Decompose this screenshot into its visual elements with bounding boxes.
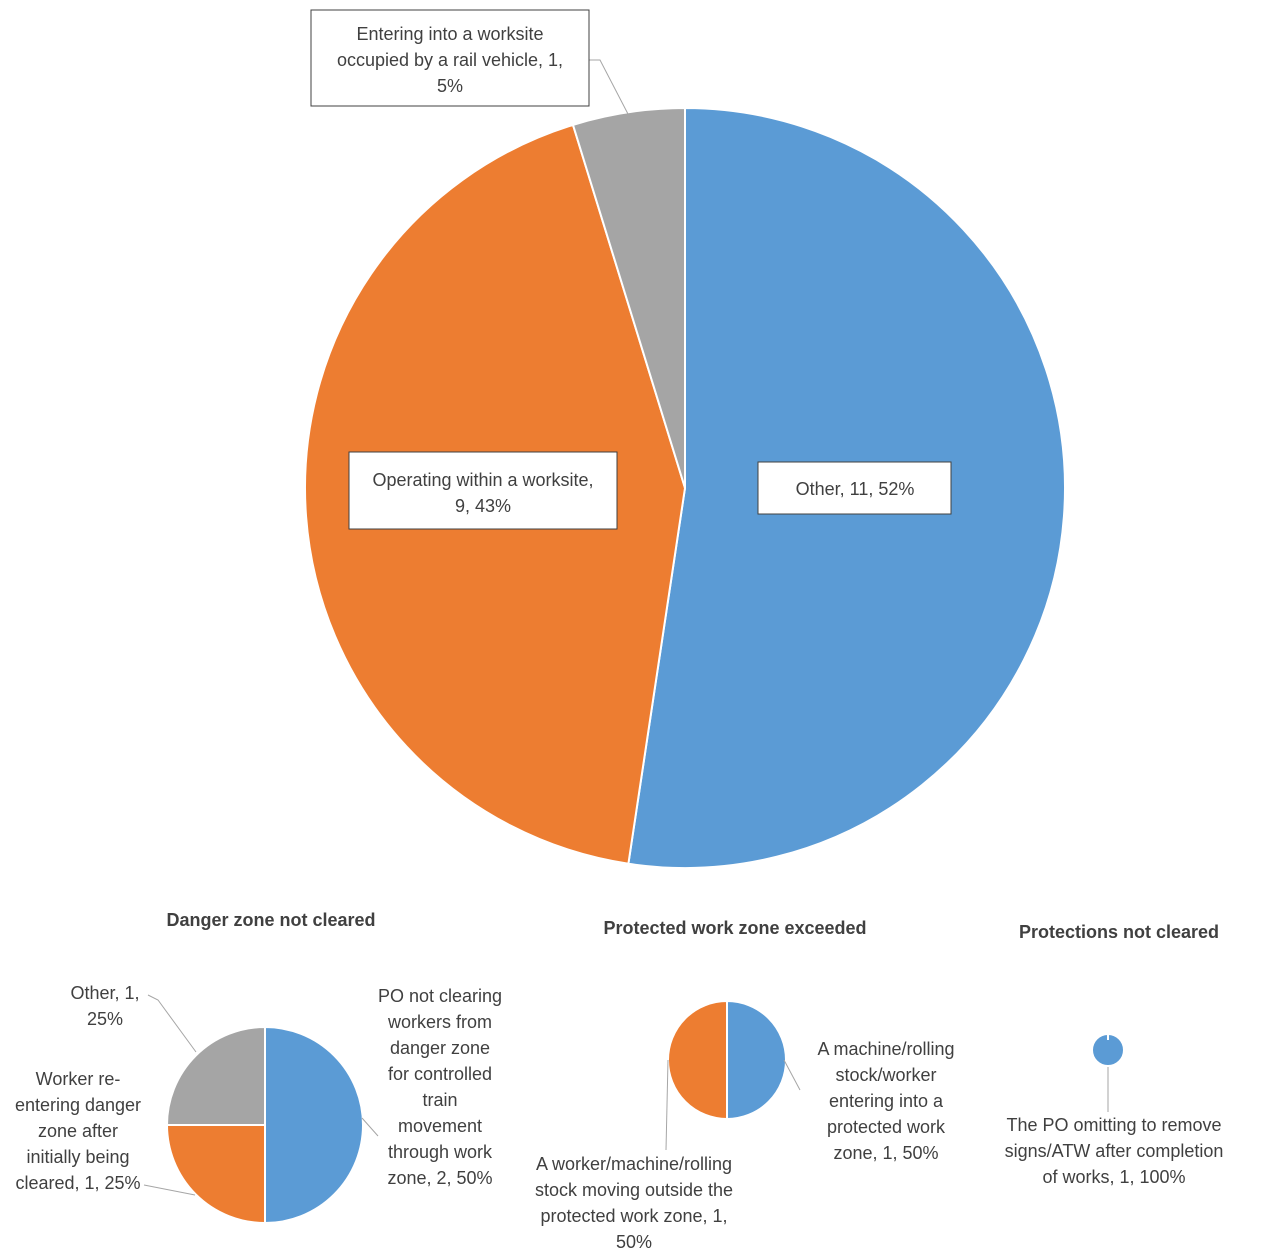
data-label-box — [310, 9, 590, 107]
pie-chart-1: Other, 11, 52% Operating within a worksit… — [304, 9, 1066, 869]
data-label-box — [757, 461, 952, 515]
data-label: The PO omitting to remove signs/ATW after… — [1005, 1115, 1224, 1187]
leader-line — [143, 1184, 196, 1196]
data-label: A machine/rolling stock/worker entering in… — [817, 1039, 954, 1163]
leader-line — [783, 1059, 801, 1091]
data-label: Entering into a worksite occupied by a ra… — [337, 24, 563, 96]
pie-chart-2: Danger zone not cleared PO not clearing wo… — [15, 910, 502, 1224]
chart-title: Protected work zone exceeded — [603, 918, 866, 938]
leader-line — [665, 1059, 669, 1151]
pie-slice — [571, 107, 686, 489]
chart-title: Protections not cleared — [1019, 922, 1219, 942]
data-label: Other, 1, 25% — [70, 983, 139, 1029]
data-label: Operating within a worksite, 9, 43% — [372, 470, 593, 516]
pie-chart-3: Protected work zone exceeded A machine/ro… — [535, 918, 955, 1252]
leader-line — [147, 994, 197, 1053]
pie-slice — [166, 1026, 266, 1126]
pie-slice — [166, 1124, 266, 1224]
leader-line — [588, 59, 629, 115]
data-label: Worker re-entering danger zone after initi… — [15, 1069, 141, 1193]
data-label: PO not clearing workers from danger zone fo… — [378, 986, 502, 1188]
data-label: A worker/machine/rolling stock moving out… — [535, 1154, 733, 1252]
pie-slice — [667, 1000, 728, 1120]
chart-title: Danger zone not cleared — [166, 910, 375, 930]
leader-line — [361, 1117, 379, 1137]
data-label: Other, 11, 52% — [796, 479, 915, 499]
data-label-box — [348, 451, 618, 530]
pie-chart-4: Protections not cleared The PO omitting t… — [1005, 922, 1224, 1187]
pie-slice — [264, 1026, 364, 1224]
pie-slice — [726, 1000, 787, 1120]
